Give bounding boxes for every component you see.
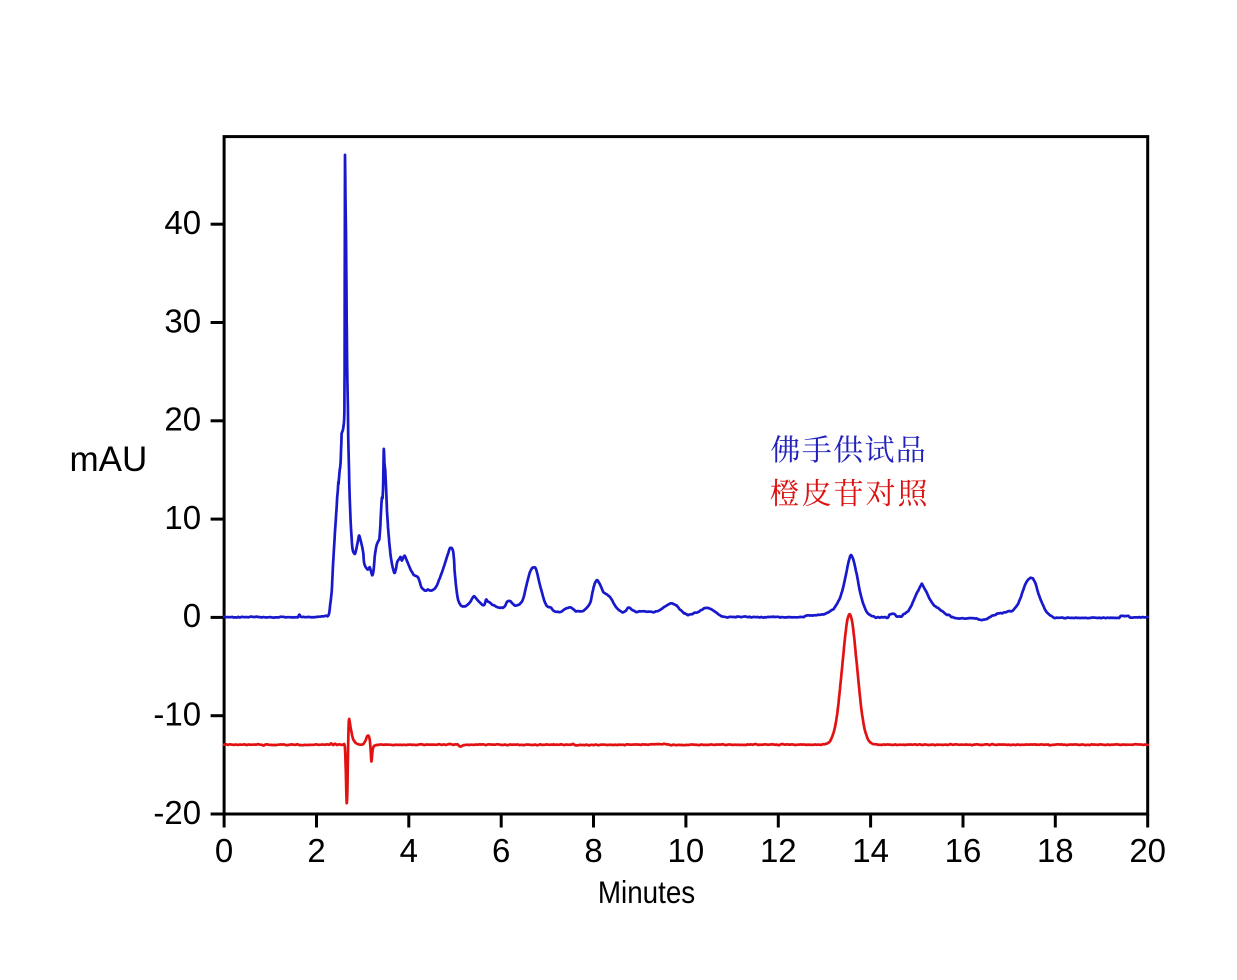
svg-text:0: 0: [183, 597, 201, 634]
svg-text:20: 20: [1129, 832, 1166, 869]
svg-text:0: 0: [215, 832, 233, 869]
svg-text:4: 4: [400, 832, 418, 869]
svg-text:-10: -10: [153, 696, 201, 733]
svg-text:8: 8: [584, 832, 602, 869]
svg-text:20: 20: [164, 401, 201, 438]
svg-text:30: 30: [164, 302, 201, 339]
svg-text:14: 14: [852, 832, 889, 869]
svg-text:40: 40: [164, 204, 201, 241]
svg-text:10: 10: [668, 832, 705, 869]
svg-text:mAU: mAU: [70, 440, 148, 479]
svg-text:Minutes: Minutes: [598, 874, 695, 910]
svg-text:10: 10: [164, 499, 201, 536]
svg-text:16: 16: [945, 832, 982, 869]
svg-text:12: 12: [760, 832, 797, 869]
svg-text:-20: -20: [153, 794, 201, 831]
svg-text:2: 2: [307, 832, 325, 869]
svg-text:18: 18: [1037, 832, 1074, 869]
svg-text:6: 6: [492, 832, 510, 869]
